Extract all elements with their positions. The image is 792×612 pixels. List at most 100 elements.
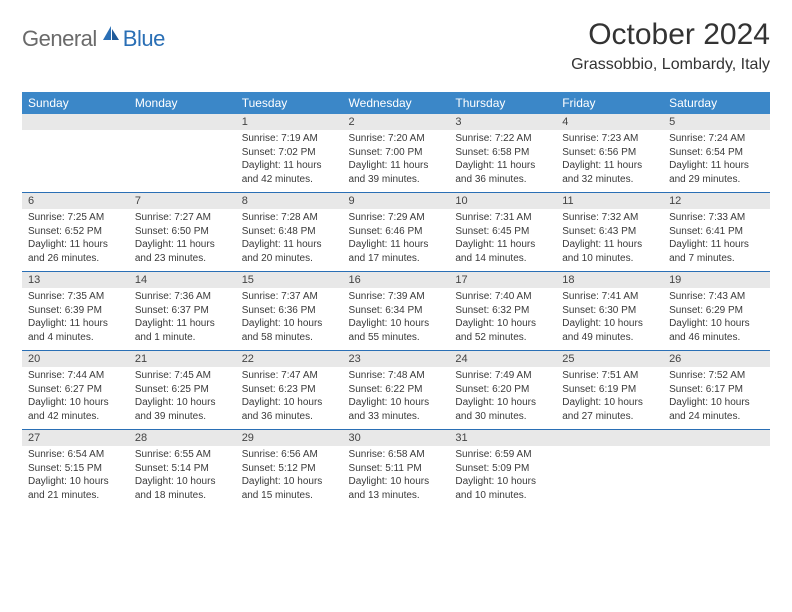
logo-text-general: General xyxy=(22,26,97,52)
day-detail: Sunrise: 7:22 AMSunset: 6:58 PMDaylight:… xyxy=(449,130,556,193)
sunset-text: Sunset: 6:37 PM xyxy=(135,304,230,318)
sunrise-text: Sunrise: 7:37 AM xyxy=(242,290,337,304)
detail-row: Sunrise: 7:19 AMSunset: 7:02 PMDaylight:… xyxy=(22,130,770,193)
day-number: 2 xyxy=(343,114,450,130)
day-number: 27 xyxy=(22,430,129,446)
daylight-text: Daylight: 11 hours and 14 minutes. xyxy=(455,238,550,265)
day-number xyxy=(129,114,236,130)
sunset-text: Sunset: 6:30 PM xyxy=(562,304,657,318)
day-number: 12 xyxy=(663,193,770,209)
logo-text-blue: Blue xyxy=(123,26,165,52)
sunset-text: Sunset: 6:45 PM xyxy=(455,225,550,239)
day-detail: Sunrise: 6:55 AMSunset: 5:14 PMDaylight:… xyxy=(129,446,236,508)
sunrise-text: Sunrise: 7:45 AM xyxy=(135,369,230,383)
sunset-text: Sunset: 7:00 PM xyxy=(349,146,444,160)
sunrise-text: Sunrise: 7:48 AM xyxy=(349,369,444,383)
logo: General Blue xyxy=(22,18,165,52)
day-number: 29 xyxy=(236,430,343,446)
sunrise-text: Sunrise: 7:40 AM xyxy=(455,290,550,304)
day-number: 21 xyxy=(129,351,236,367)
sunrise-text: Sunrise: 7:27 AM xyxy=(135,211,230,225)
day-number: 23 xyxy=(343,351,450,367)
detail-row: Sunrise: 6:54 AMSunset: 5:15 PMDaylight:… xyxy=(22,446,770,508)
day-number: 24 xyxy=(449,351,556,367)
sunrise-text: Sunrise: 7:43 AM xyxy=(669,290,764,304)
daylight-text: Daylight: 10 hours and 52 minutes. xyxy=(455,317,550,344)
day-detail: Sunrise: 7:52 AMSunset: 6:17 PMDaylight:… xyxy=(663,367,770,430)
sunset-text: Sunset: 6:29 PM xyxy=(669,304,764,318)
daylight-text: Daylight: 11 hours and 39 minutes. xyxy=(349,159,444,186)
sunset-text: Sunset: 6:36 PM xyxy=(242,304,337,318)
daylight-text: Daylight: 11 hours and 26 minutes. xyxy=(28,238,123,265)
day-detail: Sunrise: 6:58 AMSunset: 5:11 PMDaylight:… xyxy=(343,446,450,508)
day-header-row: Sunday Monday Tuesday Wednesday Thursday… xyxy=(22,92,770,114)
title-block: October 2024 Grassobbio, Lombardy, Italy xyxy=(571,18,770,74)
day-detail: Sunrise: 7:33 AMSunset: 6:41 PMDaylight:… xyxy=(663,209,770,272)
dayhead-tue: Tuesday xyxy=(236,92,343,114)
day-detail: Sunrise: 7:49 AMSunset: 6:20 PMDaylight:… xyxy=(449,367,556,430)
daynum-row: 6789101112 xyxy=(22,193,770,209)
daylight-text: Daylight: 11 hours and 7 minutes. xyxy=(669,238,764,265)
day-number xyxy=(556,430,663,446)
day-number: 11 xyxy=(556,193,663,209)
daylight-text: Daylight: 10 hours and 49 minutes. xyxy=(562,317,657,344)
day-number: 1 xyxy=(236,114,343,130)
day-detail xyxy=(22,130,129,193)
day-number: 6 xyxy=(22,193,129,209)
detail-row: Sunrise: 7:25 AMSunset: 6:52 PMDaylight:… xyxy=(22,209,770,272)
day-detail: Sunrise: 7:44 AMSunset: 6:27 PMDaylight:… xyxy=(22,367,129,430)
daylight-text: Daylight: 10 hours and 42 minutes. xyxy=(28,396,123,423)
daylight-text: Daylight: 11 hours and 17 minutes. xyxy=(349,238,444,265)
sunrise-text: Sunrise: 7:35 AM xyxy=(28,290,123,304)
day-detail xyxy=(663,446,770,508)
day-detail: Sunrise: 7:19 AMSunset: 7:02 PMDaylight:… xyxy=(236,130,343,193)
day-detail: Sunrise: 6:56 AMSunset: 5:12 PMDaylight:… xyxy=(236,446,343,508)
sunset-text: Sunset: 6:19 PM xyxy=(562,383,657,397)
sunrise-text: Sunrise: 7:24 AM xyxy=(669,132,764,146)
day-number: 28 xyxy=(129,430,236,446)
daylight-text: Daylight: 11 hours and 10 minutes. xyxy=(562,238,657,265)
day-detail: Sunrise: 7:47 AMSunset: 6:23 PMDaylight:… xyxy=(236,367,343,430)
daylight-text: Daylight: 11 hours and 23 minutes. xyxy=(135,238,230,265)
day-number: 3 xyxy=(449,114,556,130)
sunset-text: Sunset: 6:34 PM xyxy=(349,304,444,318)
daylight-text: Daylight: 11 hours and 1 minute. xyxy=(135,317,230,344)
day-number: 20 xyxy=(22,351,129,367)
sunrise-text: Sunrise: 7:23 AM xyxy=(562,132,657,146)
daylight-text: Daylight: 10 hours and 46 minutes. xyxy=(669,317,764,344)
sunrise-text: Sunrise: 7:44 AM xyxy=(28,369,123,383)
calendar-table: Sunday Monday Tuesday Wednesday Thursday… xyxy=(22,92,770,508)
day-detail: Sunrise: 6:54 AMSunset: 5:15 PMDaylight:… xyxy=(22,446,129,508)
dayhead-sun: Sunday xyxy=(22,92,129,114)
sunrise-text: Sunrise: 7:41 AM xyxy=(562,290,657,304)
day-number xyxy=(663,430,770,446)
day-detail: Sunrise: 7:31 AMSunset: 6:45 PMDaylight:… xyxy=(449,209,556,272)
sunrise-text: Sunrise: 6:59 AM xyxy=(455,448,550,462)
daylight-text: Daylight: 10 hours and 58 minutes. xyxy=(242,317,337,344)
sunrise-text: Sunrise: 7:19 AM xyxy=(242,132,337,146)
day-number: 22 xyxy=(236,351,343,367)
daylight-text: Daylight: 10 hours and 18 minutes. xyxy=(135,475,230,502)
sunrise-text: Sunrise: 6:58 AM xyxy=(349,448,444,462)
daylight-text: Daylight: 10 hours and 36 minutes. xyxy=(242,396,337,423)
sunset-text: Sunset: 6:52 PM xyxy=(28,225,123,239)
daylight-text: Daylight: 10 hours and 24 minutes. xyxy=(669,396,764,423)
day-number xyxy=(22,114,129,130)
day-detail: Sunrise: 7:43 AMSunset: 6:29 PMDaylight:… xyxy=(663,288,770,351)
sunset-text: Sunset: 5:12 PM xyxy=(242,462,337,476)
day-detail: Sunrise: 7:24 AMSunset: 6:54 PMDaylight:… xyxy=(663,130,770,193)
day-number: 9 xyxy=(343,193,450,209)
day-detail: Sunrise: 7:28 AMSunset: 6:48 PMDaylight:… xyxy=(236,209,343,272)
sunrise-text: Sunrise: 7:52 AM xyxy=(669,369,764,383)
day-detail xyxy=(129,130,236,193)
dayhead-mon: Monday xyxy=(129,92,236,114)
daylight-text: Daylight: 10 hours and 39 minutes. xyxy=(135,396,230,423)
daylight-text: Daylight: 11 hours and 36 minutes. xyxy=(455,159,550,186)
daylight-text: Daylight: 10 hours and 30 minutes. xyxy=(455,396,550,423)
daylight-text: Daylight: 11 hours and 20 minutes. xyxy=(242,238,337,265)
day-number: 31 xyxy=(449,430,556,446)
sunset-text: Sunset: 6:20 PM xyxy=(455,383,550,397)
daylight-text: Daylight: 11 hours and 32 minutes. xyxy=(562,159,657,186)
sunset-text: Sunset: 6:56 PM xyxy=(562,146,657,160)
sunrise-text: Sunrise: 7:33 AM xyxy=(669,211,764,225)
